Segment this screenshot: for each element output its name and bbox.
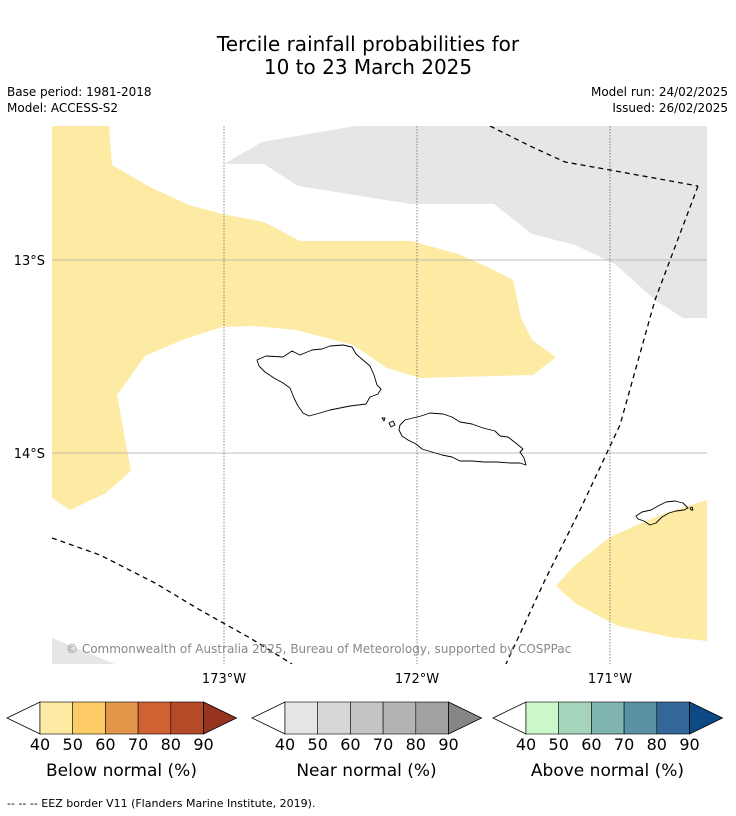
colorbar-tick-label: 80: [160, 735, 181, 754]
colorbar-segment: [415, 701, 449, 735]
colorbar-over-extension: [689, 701, 724, 735]
colorbar-above-normal: [492, 701, 724, 735]
colorbar-segment: [525, 701, 560, 735]
issued-date: Issued: 26/02/2025: [612, 101, 728, 115]
upolu-island: [398, 412, 527, 466]
colorbar-segment: [284, 701, 319, 735]
colorbar-tick-label: 50: [307, 735, 328, 754]
eez-border-southwest: [52, 537, 293, 664]
colorbar-segment: [170, 701, 204, 735]
lon-label-172w: 172°W: [395, 672, 439, 687]
lat-label-13s: 13°S: [14, 254, 45, 269]
aunuu-island: [689, 506, 694, 511]
colorbar-segment: [137, 701, 172, 735]
colorbar-tick-label: 90: [438, 735, 459, 754]
colorbar-near-normal: [251, 701, 483, 735]
colorbar-segment: [558, 701, 592, 735]
title-line1: Tercile rainfall probabilities for: [216, 32, 520, 56]
colorbar-tick-label: 70: [372, 735, 394, 754]
lat-label-14s: 14°S: [14, 447, 45, 462]
eez-border-north: [489, 126, 699, 187]
colorbar-under-extension: [6, 701, 41, 735]
colorbar-over-extension: [448, 701, 483, 735]
colorbar-segment: [591, 701, 625, 735]
colorbar-tick-label: 80: [405, 735, 426, 754]
footer-eez-note: -- -- -- EEZ border V11 (Flanders Marine…: [7, 797, 316, 810]
eez-border-east: [505, 185, 699, 664]
colorbar-segment: [350, 701, 384, 735]
colorbar-tick-label: 60: [95, 735, 116, 754]
colorbar-under-extension: [492, 701, 527, 735]
colorbar-tick-label: 90: [193, 735, 214, 754]
lon-label-171w: 171°W: [588, 672, 632, 687]
colorbar-segment: [382, 701, 417, 735]
colorbar-label-above: Above normal (%): [530, 761, 685, 781]
colorbar-below-normal: [6, 701, 238, 735]
below-normal-area-southeast: [556, 500, 707, 641]
colorbar-segment: [623, 701, 658, 735]
colorbars: [6, 701, 724, 735]
colorbar-tick-label: 70: [127, 735, 149, 754]
colorbar-label-near: Near normal (%): [296, 761, 437, 781]
colorbar-tick-label: 60: [581, 735, 602, 754]
colorbar-tick-label: 80: [646, 735, 667, 754]
forecast-map: 13°S 14°S 173°W 172°W 171°W © Commonweal…: [14, 126, 707, 687]
tutuila-island: [635, 500, 689, 526]
title-line2: 10 to 23 March 2025: [263, 55, 473, 79]
below-normal-area-west: [52, 126, 556, 510]
copyright-text: © Commonwealth of Australia 2025, Bureau…: [66, 642, 571, 656]
model-name: Model: ACCESS-S2: [7, 101, 119, 115]
colorbar-under-extension: [251, 701, 286, 735]
colorbar-label-below: Below normal (%): [46, 761, 197, 781]
colorbar-tick-label: 60: [340, 735, 361, 754]
colorbar-tick-label: 90: [679, 735, 700, 754]
colorbar-tick-label: 50: [62, 735, 83, 754]
colorbar-segment: [317, 701, 351, 735]
colorbar-tick-label: 40: [515, 735, 537, 754]
colorbar-tick-label: 50: [548, 735, 569, 754]
model-run: Model run: 24/02/2025: [590, 85, 728, 99]
apolima-island: [381, 417, 386, 422]
colorbar-segment: [39, 701, 74, 735]
colorbar-segment: [656, 701, 690, 735]
savaii-island: [256, 344, 382, 417]
near-normal-area-north: [224, 126, 707, 318]
colorbar-tick-label: 70: [613, 735, 635, 754]
colorbar-tick-label: 40: [274, 735, 296, 754]
near-normal-area-southwest: [52, 638, 115, 664]
base-period: Base period: 1981-2018: [7, 85, 152, 99]
colorbar-tick-label: 40: [29, 735, 51, 754]
manono-island: [388, 420, 396, 428]
colorbar-over-extension: [203, 701, 238, 735]
lon-label-173w: 173°W: [202, 672, 246, 687]
colorbar-segment: [72, 701, 106, 735]
colorbar-segment: [105, 701, 139, 735]
